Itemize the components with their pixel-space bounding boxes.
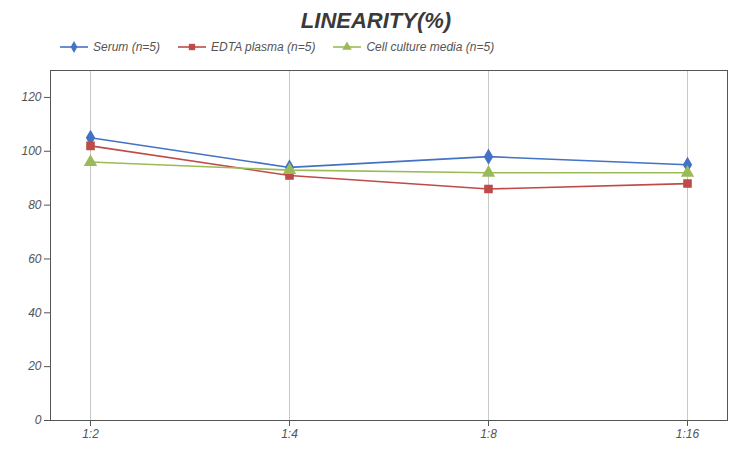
svg-text:100: 100 <box>21 144 41 158</box>
svg-text:80: 80 <box>28 198 42 212</box>
svg-text:1:4: 1:4 <box>281 427 298 441</box>
html-text:EDTA plasma (n=5): EDTA plasma (n=5) <box>211 40 316 54</box>
svg-text:40: 40 <box>28 306 42 320</box>
svg-text:1:2: 1:2 <box>82 427 99 441</box>
svg-text:1:16: 1:16 <box>676 427 700 441</box>
svg-text:20: 20 <box>27 359 42 373</box>
html-text:Cell culture media (n=5): Cell culture media (n=5) <box>366 40 495 54</box>
html-text:Serum (n=5): Serum (n=5) <box>93 40 160 54</box>
svg-text:0: 0 <box>35 413 42 427</box>
svg-text:60: 60 <box>28 252 42 266</box>
html-text:LINEARITY(%): LINEARITY(%) <box>300 8 452 33</box>
svg-text:1:8: 1:8 <box>480 427 497 441</box>
svg-text:120: 120 <box>21 90 41 104</box>
